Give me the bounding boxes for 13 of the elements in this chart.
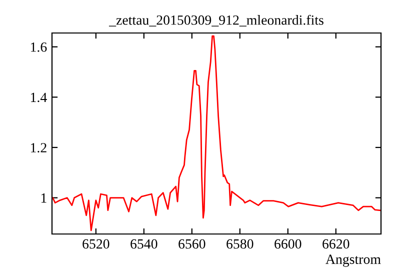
x-tick-label: 6580 [226,239,254,249]
y-tick-label: 1.6 [31,42,47,52]
x-tick-label: 6520 [82,239,110,249]
y-tick-label: 1.2 [31,143,46,152]
x-tick-label: 6600 [274,239,302,249]
chart-title: _zettau_20150309_912_mleonardi.fits [108,14,324,26]
y-tick-label: 1 [41,193,46,203]
y-tick-label: 1.4 [31,92,47,102]
line-series [52,35,381,232]
x-tick-label: 6620 [322,239,350,249]
x-axis-title: Angstrom [326,254,381,267]
x-tick-label: 6540 [130,239,158,249]
x-tick-label: 6560 [178,239,206,249]
